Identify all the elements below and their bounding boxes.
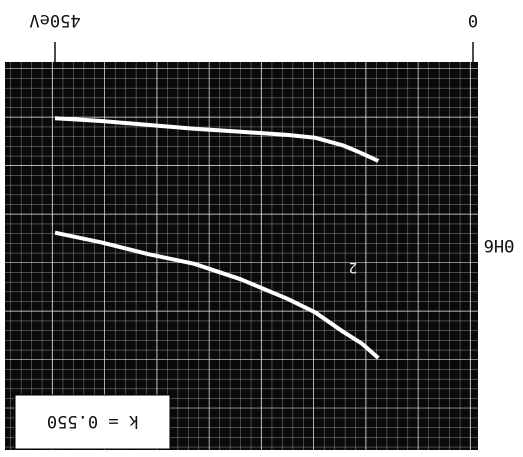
x-tick-label: 450eV: [29, 10, 80, 30]
curve-label: 2: [349, 259, 357, 275]
y-axis-label: ΘH6: [484, 235, 515, 255]
chart: k = 0.550 2 ΘH6 0 450eV: [0, 0, 523, 457]
x-tick-label: 0: [468, 10, 478, 30]
annotation: k = 0.550: [47, 411, 139, 431]
page: k = 0.550 2 ΘH6 0450eV (() => { const da…: [0, 0, 523, 457]
